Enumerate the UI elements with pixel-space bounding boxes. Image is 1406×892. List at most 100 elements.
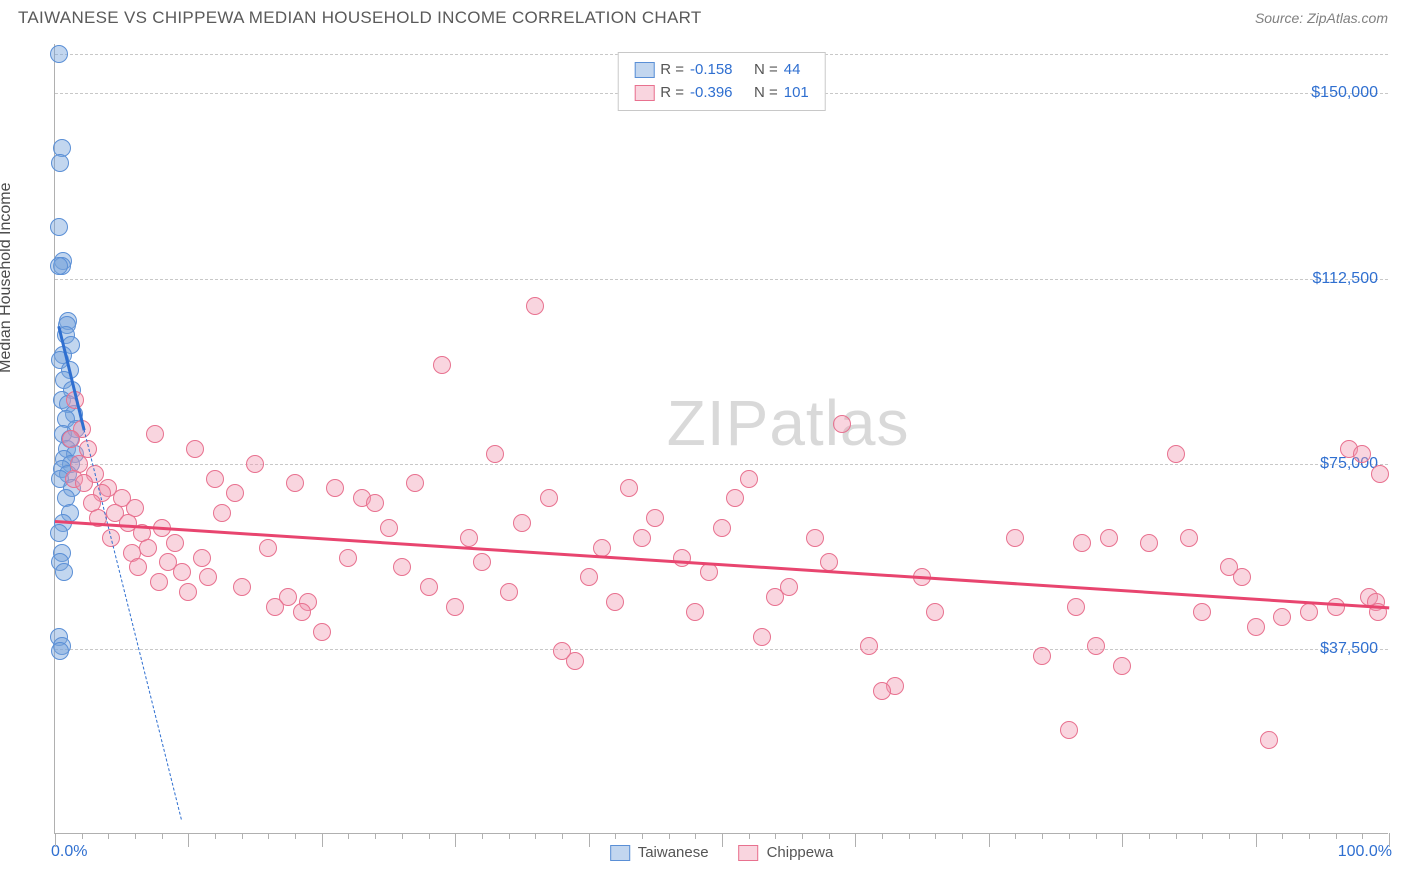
data-point [393,558,411,576]
data-point [366,494,384,512]
y-tick-label: $150,000 [1311,84,1378,102]
data-point [146,425,164,443]
legend-r-label: R = [660,82,684,105]
data-point [150,573,168,591]
gridline [55,649,1388,650]
data-point [1327,598,1345,616]
x-tick-minor [1202,833,1203,839]
data-point [526,297,544,315]
x-tick-minor [375,833,376,839]
x-tick-minor [242,833,243,839]
x-tick [989,833,990,847]
x-tick-minor [402,833,403,839]
data-point [1113,657,1131,675]
data-point [740,470,758,488]
legend-swatch [610,845,630,861]
data-point [460,529,478,547]
data-point [50,524,68,542]
correlation-legend: R =-0.158N =44R =-0.396N =101 [617,52,826,111]
legend-swatch [634,85,654,101]
data-point [51,642,69,660]
x-tick-minor [1362,833,1363,839]
x-tick-minor [695,833,696,839]
x-tick-minor [802,833,803,839]
x-tick-minor [642,833,643,839]
data-point [326,479,344,497]
plot-wrapper: Median Household Income ZIPatlas $37,500… [18,44,1388,874]
x-tick-minor [775,833,776,839]
data-point [129,558,147,576]
x-tick-minor [909,833,910,839]
data-point [540,489,558,507]
data-point [173,563,191,581]
data-point [1371,465,1389,483]
data-point [139,539,157,557]
x-tick-minor [749,833,750,839]
data-point [313,623,331,641]
data-point [860,637,878,655]
series-legend: Taiwanese Chippewa [610,844,834,861]
data-point [75,474,93,492]
data-point [766,588,784,606]
data-point [226,484,244,502]
x-tick-minor [1229,833,1230,839]
data-point [486,445,504,463]
data-point [1353,445,1371,463]
legend-swatch [739,845,759,861]
legend-series-label: Chippewa [767,844,834,861]
legend-n-label: N = [754,82,778,105]
x-tick [322,833,323,847]
x-tick-minor [295,833,296,839]
x-tick-minor [1015,833,1016,839]
data-point [1100,529,1118,547]
data-point [186,440,204,458]
x-tick-minor [135,833,136,839]
data-point [500,583,518,601]
legend-r-value: -0.158 [690,59,748,82]
x-tick [1389,833,1390,847]
data-point [193,549,211,567]
data-point [646,509,664,527]
x-tick-minor [509,833,510,839]
x-tick-minor [962,833,963,839]
data-point [166,534,184,552]
data-point [55,563,73,581]
data-point [406,474,424,492]
x-tick-minor [429,833,430,839]
x-tick-minor [482,833,483,839]
data-point [633,529,651,547]
data-point [473,553,491,571]
legend-r-label: R = [660,59,684,82]
data-point [1233,568,1251,586]
legend-series-label: Taiwanese [638,844,709,861]
x-tick-minor [108,833,109,839]
legend-item: Taiwanese [610,844,709,861]
x-tick-minor [1096,833,1097,839]
data-point [833,415,851,433]
x-tick [455,833,456,847]
gridline [55,279,1388,280]
data-point [620,479,638,497]
x-tick-minor [615,833,616,839]
data-point [686,603,704,621]
data-point [199,568,217,586]
x-tick [1122,833,1123,847]
legend-swatch [634,62,654,78]
x-tick-minor [562,833,563,839]
data-point [553,642,571,660]
data-point [1260,731,1278,749]
legend-r-value: -0.396 [690,82,748,105]
data-point [1193,603,1211,621]
x-tick-minor [882,833,883,839]
data-point [50,257,68,275]
data-point [206,470,224,488]
legend-n-value: 44 [784,59,801,82]
data-point [246,455,264,473]
data-point [259,539,277,557]
data-point [380,519,398,537]
data-point [700,563,718,581]
x-tick-minor [935,833,936,839]
legend-row: R =-0.396N =101 [634,82,809,105]
data-point [1140,534,1158,552]
data-point [1300,603,1318,621]
